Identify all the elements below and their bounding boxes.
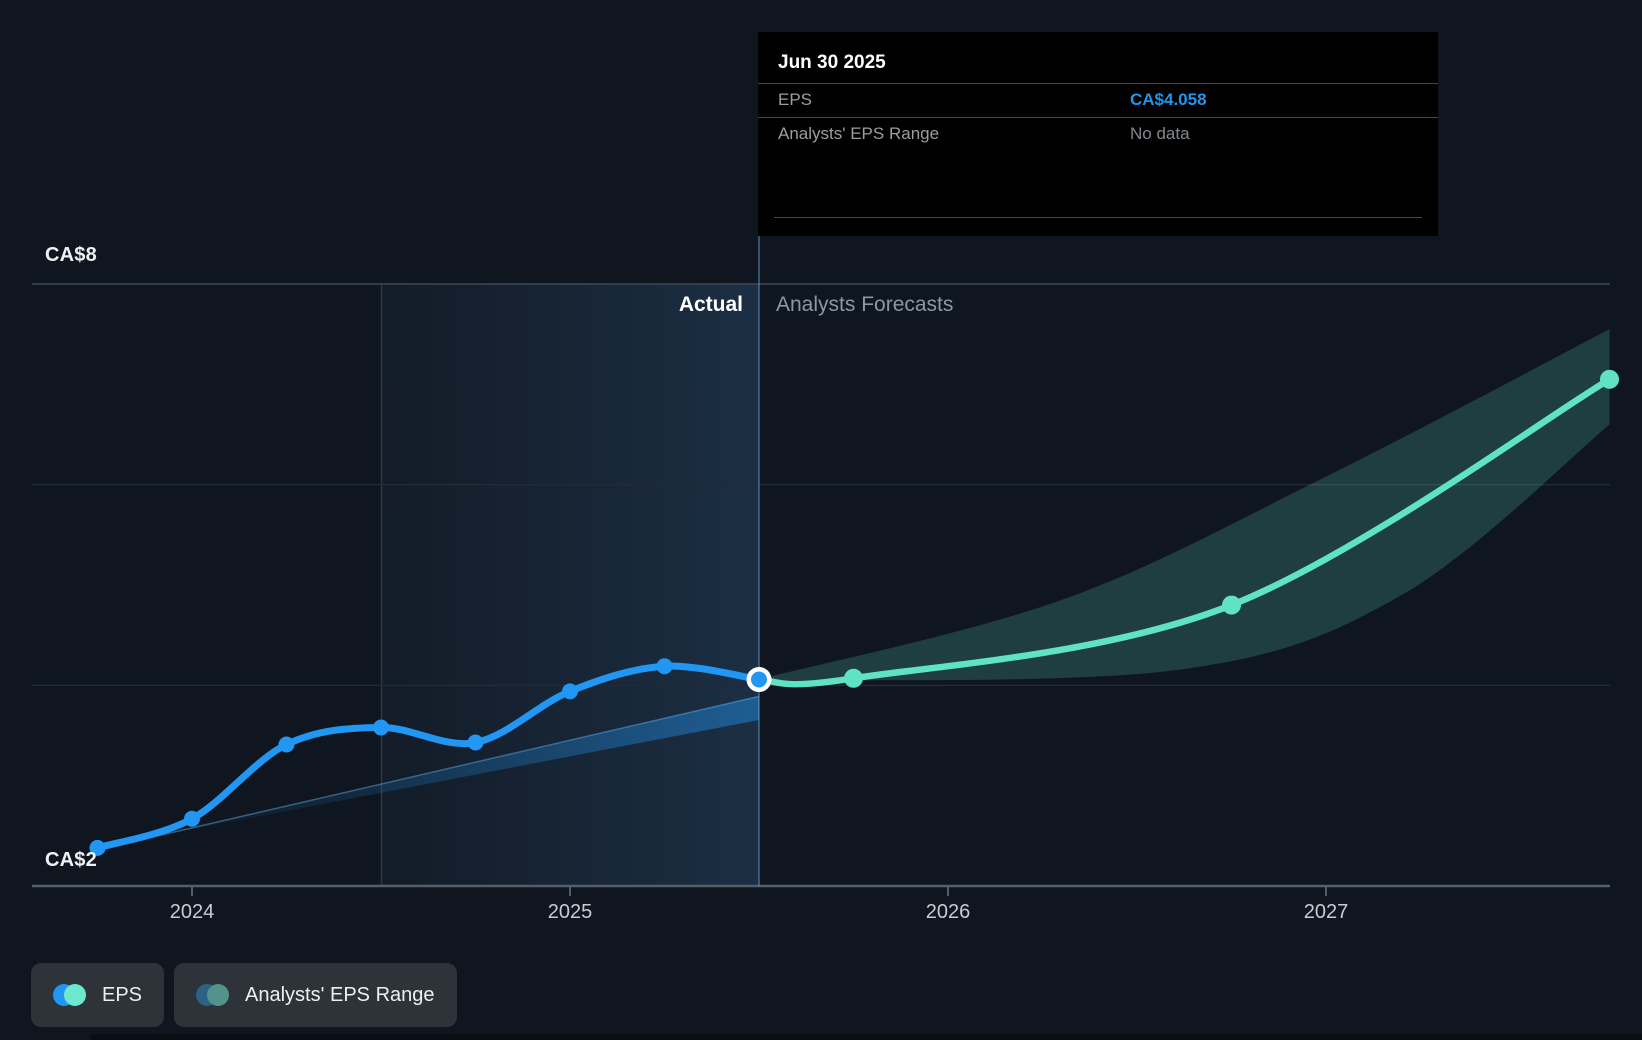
eps-actual-point[interactable] [562,683,578,700]
x-axis-labels: 2024 2025 2026 2027 [0,901,1642,931]
eps-actual-point[interactable] [184,810,200,827]
eps-range-series-icon [196,984,230,1006]
past-trend-guide-line [97,695,760,851]
tooltip-eps-value: CA$4.058 [1130,90,1207,109]
eps-actual-point[interactable] [373,719,389,736]
x-axis-label: 2024 [169,901,215,923]
tooltip-bottom-divider [774,217,1422,218]
legend-eps-label: EPS [102,983,143,1006]
tooltip-row-range: Analysts' EPS Range No data [758,118,1438,151]
tooltip-range-value: No data [1130,124,1190,143]
recent-period-highlight [381,284,759,886]
tooltip-range-label: Analysts' EPS Range [778,124,940,143]
y-axis-label-top: CA$8 [45,244,97,266]
y-axis-label-bottom: CA$2 [45,849,97,871]
legend-item-eps-range[interactable]: Analysts' EPS Range [174,963,457,1027]
eps-forecast-point[interactable] [1600,369,1619,389]
current-point[interactable] [751,671,767,688]
eps-actual-point[interactable] [656,658,673,675]
legend-item-eps[interactable]: EPS [31,963,165,1027]
forecast-zone-label: Analysts Forecasts [776,293,954,316]
eps-series-icon [53,984,86,1006]
actual-zone-label: Actual [678,293,743,316]
x-axis-label: 2026 [925,901,971,923]
past-range-wedge [173,696,760,833]
eps-actual-point[interactable] [89,839,106,856]
analysts-eps-range-band [759,329,1610,681]
eps-forecast-line [755,376,1613,688]
x-axis-label: 2025 [547,901,593,923]
legend-eps-range-label: Analysts' EPS Range [245,983,435,1006]
x-axis-label: 2027 [1303,901,1349,923]
chart-tooltip: Jun 30 2025 EPS CA$4.058 Analysts' EPS R… [758,32,1438,236]
bottom-edge-bar [90,1034,1642,1040]
tooltip-row-eps: EPS CA$4.058 [758,84,1438,118]
eps-forecast-point[interactable] [1222,595,1241,615]
eps-actual-point[interactable] [467,734,484,751]
chart-legend: EPS Analysts' EPS Range [31,963,457,1027]
eps-forecast-point[interactable] [844,668,863,688]
tooltip-eps-label: EPS [778,90,813,109]
tooltip-date-title: Jun 30 2025 [758,32,1438,84]
eps-actual-point[interactable] [278,736,295,753]
